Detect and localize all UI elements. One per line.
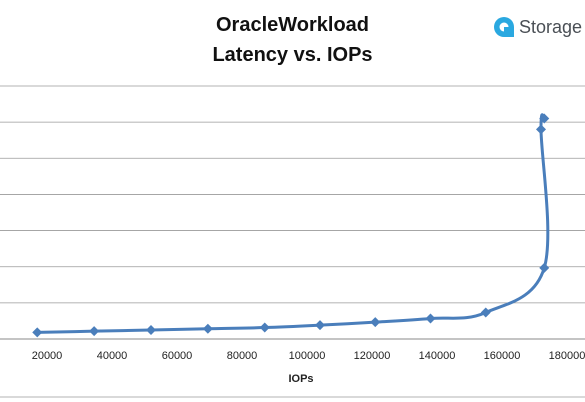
data-point-marker	[370, 317, 381, 328]
data-point-marker	[539, 262, 550, 273]
x-tick-label: 60000	[162, 350, 193, 362]
data-point-marker	[315, 320, 325, 331]
x-tick-label: 20000	[32, 350, 63, 362]
data-point-marker	[89, 326, 100, 337]
x-tick-label: 80000	[227, 350, 258, 362]
x-axis-ticks: 20000 40000 60000 80000 100000 120000 140000 16…	[32, 350, 585, 362]
x-tick-label: 120000	[354, 350, 391, 362]
data-point-marker	[480, 307, 491, 318]
x-tick-label: 140000	[419, 350, 456, 362]
x-tick-label: 160000	[484, 350, 521, 362]
data-point-marker	[425, 313, 436, 324]
storagereview-logo-icon	[494, 17, 514, 37]
x-tick-label: 40000	[97, 350, 128, 362]
data-point-marker	[259, 322, 270, 333]
data-point-marker	[32, 327, 43, 338]
logo: Storage	[493, 14, 582, 40]
data-point-marker	[536, 124, 546, 135]
chart-title: OracleWorkload	[215, 14, 370, 36]
data-point-marker	[146, 324, 156, 335]
series-line	[35, 113, 550, 334]
x-axis-label: IOPs	[288, 373, 313, 385]
x-tick-label: 180000	[549, 350, 585, 362]
gridlines	[0, 85, 585, 398]
chart-subtitle: Latency vs. IOPs	[212, 44, 373, 66]
x-tick-label: 100000	[289, 350, 326, 362]
series-markers	[32, 113, 550, 338]
data-point-marker	[202, 323, 213, 334]
data-point-marker	[539, 113, 550, 124]
logo-text: Storage	[519, 16, 583, 37]
